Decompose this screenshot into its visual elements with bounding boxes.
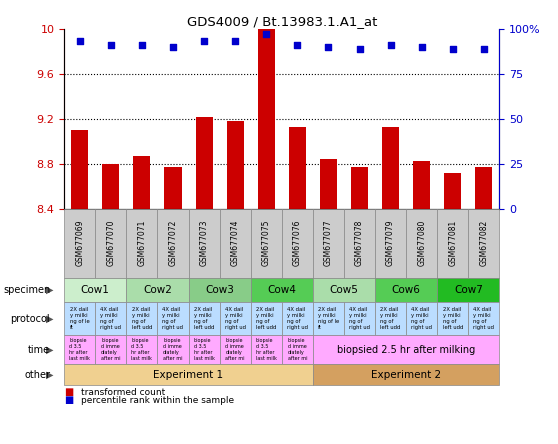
Text: 4X dail
y milki
ng of
right ud: 4X dail y milki ng of right ud: [287, 307, 308, 330]
Text: GSM677077: GSM677077: [324, 220, 333, 266]
Text: time: time: [28, 345, 50, 355]
Text: 2X dail
y milki
ng of le
ft: 2X dail y milki ng of le ft: [70, 307, 90, 330]
Bar: [382, 127, 399, 209]
Text: 4X dail
y milki
ng of
right ud: 4X dail y milki ng of right ud: [349, 307, 370, 330]
Text: GSM677082: GSM677082: [479, 220, 488, 266]
Bar: [475, 167, 492, 209]
Text: Cow7: Cow7: [454, 285, 483, 295]
Text: GSM677070: GSM677070: [107, 220, 116, 266]
Bar: [320, 159, 337, 209]
Bar: [444, 173, 461, 209]
Text: biopsie
d 3.5
hr after
last milk: biopsie d 3.5 hr after last milk: [69, 338, 90, 361]
Text: Cow3: Cow3: [205, 285, 234, 295]
Point: [262, 31, 271, 38]
Text: Cow6: Cow6: [392, 285, 421, 295]
Point: [293, 41, 302, 48]
Text: ▶: ▶: [46, 285, 53, 295]
Text: GSM677079: GSM677079: [386, 220, 395, 266]
Text: biopsie
d imme
diately
after mi: biopsie d imme diately after mi: [225, 338, 245, 361]
Text: GSM677074: GSM677074: [230, 220, 239, 266]
Text: ■: ■: [64, 387, 74, 397]
Text: 2X dail
y milki
nig of le
ft: 2X dail y milki nig of le ft: [318, 307, 339, 330]
Bar: [258, 29, 275, 209]
Text: 2X dail
y milki
ng of
left udd: 2X dail y milki ng of left udd: [381, 307, 401, 330]
Text: GSM677075: GSM677075: [262, 220, 271, 266]
Point: [479, 45, 488, 52]
Bar: [413, 162, 430, 209]
Text: 4X dail
y milki
ng of
right ud: 4X dail y milki ng of right ud: [473, 307, 494, 330]
Text: ▶: ▶: [46, 313, 53, 324]
Text: Cow5: Cow5: [330, 285, 358, 295]
Text: GSM677078: GSM677078: [355, 220, 364, 266]
Text: GSM677069: GSM677069: [75, 220, 84, 266]
Text: biopsie
d imme
diately
after mi: biopsie d imme diately after mi: [101, 338, 121, 361]
Bar: [195, 116, 213, 209]
Text: transformed count: transformed count: [81, 388, 165, 396]
Point: [230, 38, 239, 45]
Bar: [227, 121, 244, 209]
Bar: [289, 127, 306, 209]
Point: [200, 38, 209, 45]
Bar: [102, 164, 119, 209]
Text: GSM677081: GSM677081: [448, 220, 457, 266]
Text: 4X dail
y milki
ng of
right ud: 4X dail y milki ng of right ud: [100, 307, 121, 330]
Text: biopsie
d 3.5
hr after
last milk: biopsie d 3.5 hr after last milk: [194, 338, 214, 361]
Point: [448, 45, 457, 52]
Text: Cow1: Cow1: [81, 285, 110, 295]
Text: GSM677072: GSM677072: [169, 220, 177, 266]
Bar: [351, 167, 368, 209]
Text: percentile rank within the sample: percentile rank within the sample: [81, 396, 234, 404]
Text: 2X dail
y milki
ng of
left udd: 2X dail y milki ng of left udd: [132, 307, 152, 330]
Point: [355, 45, 364, 52]
Text: 2X dail
y milki
ng of
left udd: 2X dail y milki ng of left udd: [194, 307, 214, 330]
Bar: [165, 167, 181, 209]
Text: biopsie
d 3.5
hr after
last milk: biopsie d 3.5 hr after last milk: [256, 338, 277, 361]
Text: GSM677071: GSM677071: [137, 220, 146, 266]
Text: 4X dail
y milki
ng of
right ud: 4X dail y milki ng of right ud: [411, 307, 432, 330]
Point: [75, 38, 84, 45]
Point: [169, 43, 177, 50]
Text: specimen: specimen: [3, 285, 50, 295]
Text: Cow4: Cow4: [267, 285, 296, 295]
Text: 4X dail
y milki
ng of
right ud: 4X dail y milki ng of right ud: [225, 307, 246, 330]
Text: ▶: ▶: [46, 345, 53, 355]
Text: other: other: [24, 370, 50, 380]
Point: [107, 41, 116, 48]
Bar: [71, 130, 88, 209]
Bar: [133, 156, 151, 209]
Text: GSM677076: GSM677076: [293, 220, 302, 266]
Text: GSM677080: GSM677080: [417, 220, 426, 266]
Text: biopsie
d imme
diately
after mi: biopsie d imme diately after mi: [287, 338, 307, 361]
Text: biopsie
d imme
diately
after mi: biopsie d imme diately after mi: [163, 338, 182, 361]
Point: [386, 41, 395, 48]
Text: Cow2: Cow2: [143, 285, 172, 295]
Text: 2X dail
y milki
ng of
left udd: 2X dail y milki ng of left udd: [256, 307, 276, 330]
Point: [324, 43, 333, 50]
Title: GDS4009 / Bt.13983.1.A1_at: GDS4009 / Bt.13983.1.A1_at: [186, 15, 377, 28]
Text: GSM677073: GSM677073: [200, 220, 209, 266]
Text: Experiment 2: Experiment 2: [371, 370, 441, 380]
Text: biopsied 2.5 hr after milking: biopsied 2.5 hr after milking: [337, 345, 475, 355]
Text: ▶: ▶: [46, 370, 53, 380]
Text: ■: ■: [64, 395, 74, 405]
Text: biopsie
d 3.5
hr after
last milk: biopsie d 3.5 hr after last milk: [132, 338, 152, 361]
Point: [137, 41, 146, 48]
Text: protocol: protocol: [11, 313, 50, 324]
Text: 2X dail
y milki
ng of
left udd: 2X dail y milki ng of left udd: [442, 307, 463, 330]
Text: Experiment 1: Experiment 1: [153, 370, 224, 380]
Text: 4X dail
y milki
ng of
right ud: 4X dail y milki ng of right ud: [162, 307, 184, 330]
Point: [417, 43, 426, 50]
